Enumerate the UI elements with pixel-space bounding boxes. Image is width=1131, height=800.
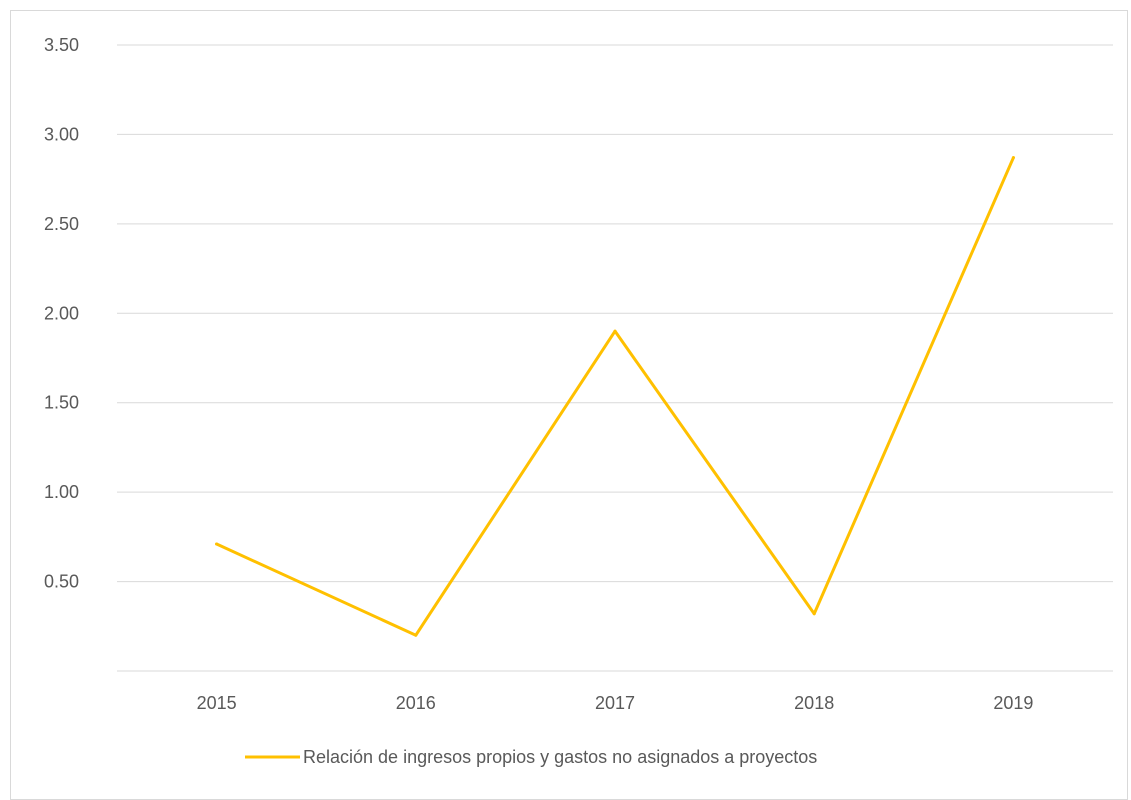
x-tick-label: 2018: [794, 693, 834, 713]
y-tick-label: 2.00: [44, 303, 79, 323]
y-tick-label: 0.50: [44, 572, 79, 592]
data-point: [414, 633, 418, 637]
y-tick-label: 1.50: [44, 393, 79, 413]
series-line: [215, 156, 1015, 637]
x-tick-label: 2019: [993, 693, 1033, 713]
y-tick-label: 1.00: [44, 482, 79, 502]
x-axis-tick-labels: 2015 2016 2017 2018 2019: [197, 693, 1034, 713]
data-point: [812, 612, 816, 616]
y-tick-label: 3.50: [44, 35, 79, 55]
data-point: [613, 329, 617, 333]
x-tick-label: 2015: [197, 693, 237, 713]
y-axis-tick-labels: 0.50 1.00 1.50 2.00 2.50 3.00 3.50: [44, 35, 79, 592]
series-lines: [215, 156, 1015, 637]
x-tick-label: 2017: [595, 693, 635, 713]
x-tick-label: 2016: [396, 693, 436, 713]
chart-frame: [10, 10, 1128, 800]
gridlines: [117, 44, 1113, 583]
data-point: [1011, 156, 1015, 160]
legend-label: Relación de ingresos propios y gastos no…: [303, 747, 817, 767]
y-tick-label: 3.00: [44, 124, 79, 144]
legend: Relación de ingresos propios y gastos no…: [245, 747, 817, 767]
data-point: [215, 542, 219, 546]
y-tick-label: 2.50: [44, 214, 79, 234]
